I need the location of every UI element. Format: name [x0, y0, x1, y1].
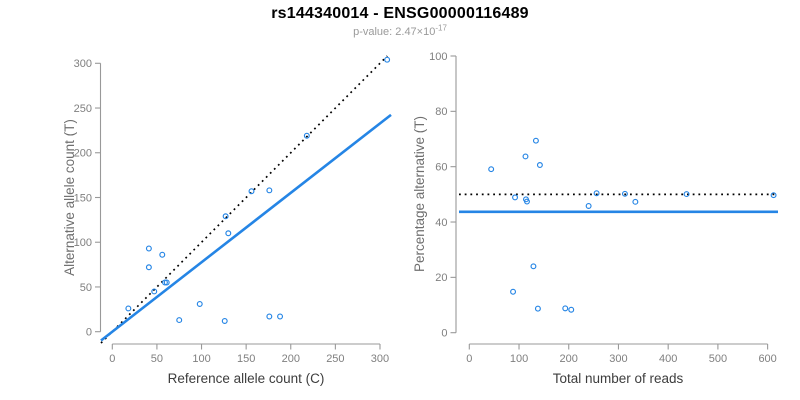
data-point — [530, 263, 537, 270]
x-tick-label: 150 — [237, 353, 255, 365]
y-tick-label: 0 — [441, 328, 447, 340]
data-point — [145, 245, 152, 252]
data-point — [488, 166, 495, 173]
y-axis-title: Alternative allele count (T) — [62, 119, 77, 276]
y-tick-label: 20 — [435, 272, 447, 284]
x-tick-label: 0 — [109, 353, 115, 365]
data-point — [266, 187, 273, 194]
data-point — [163, 279, 170, 286]
y-tick-label: 200 — [74, 148, 92, 160]
data-point — [176, 317, 183, 324]
data-point — [593, 190, 600, 197]
y-tick-label: 100 — [429, 51, 447, 63]
x-tick-label: 250 — [326, 353, 344, 365]
data-point — [303, 132, 310, 139]
data-point — [510, 288, 517, 295]
data-point — [585, 202, 592, 209]
y-tick-label: 0 — [86, 327, 92, 339]
x-tick-label: 300 — [609, 353, 627, 365]
data-point — [161, 279, 168, 286]
data-point — [512, 194, 519, 201]
data-point — [159, 251, 166, 258]
y-tick-label: 250 — [74, 103, 92, 115]
data-point — [524, 198, 530, 205]
data-point — [277, 313, 284, 320]
fitted-ratio-line — [100, 113, 392, 342]
figure-title: rs144340014 - ENSG00000116489 — [271, 5, 529, 22]
data-point — [683, 191, 690, 198]
x-tick-label: 50 — [151, 353, 163, 365]
data-point — [568, 306, 575, 313]
x-tick-label: 100 — [510, 353, 528, 365]
data-point — [534, 305, 541, 312]
data-point — [222, 213, 229, 220]
x-tick-label: 100 — [192, 353, 210, 365]
data-point — [384, 56, 391, 63]
x-tick-label: 300 — [371, 353, 389, 365]
y-tick-label: 300 — [74, 58, 92, 70]
x-tick-label: 500 — [709, 353, 727, 365]
y-tick-label: 40 — [435, 217, 447, 229]
data-point — [145, 264, 152, 271]
y-tick-label: 150 — [74, 192, 92, 204]
data-point — [522, 153, 529, 160]
x-tick-label: 400 — [659, 353, 677, 365]
p-value-subtitle: p-value: 2.47×10-17 — [0, 23, 800, 38]
p-value-exponent: -17 — [435, 23, 447, 33]
data-point — [125, 305, 132, 312]
x-tick-label: 0 — [466, 353, 472, 365]
x-tick-label: 200 — [282, 353, 300, 365]
data-point — [248, 188, 255, 195]
data-point — [151, 288, 158, 295]
y-axis-title: Percentage alternative (T) — [412, 116, 427, 272]
data-point — [562, 305, 569, 312]
identity-line — [100, 55, 388, 344]
data-point — [770, 192, 777, 199]
data-point — [632, 198, 639, 205]
x-axis-title: Reference allele count (C) — [168, 371, 325, 386]
data-point — [221, 317, 228, 324]
y-tick-label: 60 — [435, 161, 447, 173]
y-tick-label: 100 — [74, 237, 92, 249]
x-tick-label: 600 — [758, 353, 776, 365]
data-point — [225, 230, 232, 237]
p-value-text: p-value: 2.47×10 — [353, 26, 436, 38]
data-point — [621, 190, 628, 197]
x-tick-label: 200 — [560, 353, 578, 365]
y-tick-label: 50 — [80, 282, 92, 294]
data-point — [536, 162, 543, 168]
y-tick-label: 80 — [435, 106, 447, 118]
data-point — [196, 300, 203, 307]
data-point — [266, 313, 273, 320]
x-axis-title: Total number of reads — [553, 371, 684, 386]
data-point — [532, 137, 539, 144]
